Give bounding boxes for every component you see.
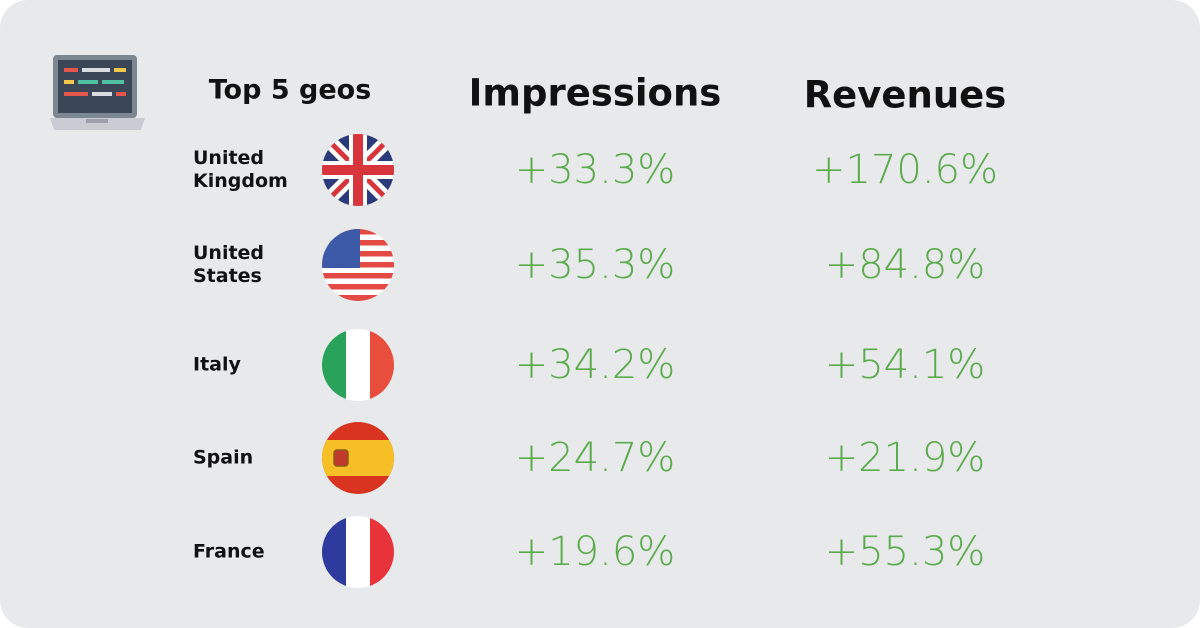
impressions-value: +35.3% bbox=[514, 242, 676, 288]
revenues-value: +54.1% bbox=[824, 342, 986, 388]
flag-france bbox=[322, 516, 394, 588]
revenues-value: +84.8% bbox=[824, 242, 986, 288]
flag-spain bbox=[322, 422, 394, 494]
flag-italy bbox=[322, 329, 394, 401]
impressions-value: +34.2% bbox=[514, 342, 676, 388]
revenues-value: +170.6% bbox=[811, 147, 999, 193]
impressions-value: +19.6% bbox=[514, 529, 676, 575]
laptop-icon bbox=[50, 55, 145, 130]
flag-uk bbox=[322, 134, 394, 206]
flag-us bbox=[322, 229, 394, 301]
country-name: Spain bbox=[193, 446, 254, 469]
impressions-value: +24.7% bbox=[514, 435, 676, 481]
revenues-value: +55.3% bbox=[824, 529, 986, 575]
impressions-header: Impressions bbox=[468, 71, 722, 115]
revenues-value: +21.9% bbox=[824, 435, 986, 481]
geo-header: Top 5 geos bbox=[208, 74, 372, 106]
country-name: United Kingdom bbox=[193, 147, 288, 192]
impressions-value: +33.3% bbox=[514, 147, 676, 193]
country-name: United States bbox=[193, 242, 265, 287]
country-name: France bbox=[193, 540, 265, 563]
revenues-header: Revenues bbox=[803, 73, 1007, 117]
country-name: Italy bbox=[193, 353, 241, 376]
